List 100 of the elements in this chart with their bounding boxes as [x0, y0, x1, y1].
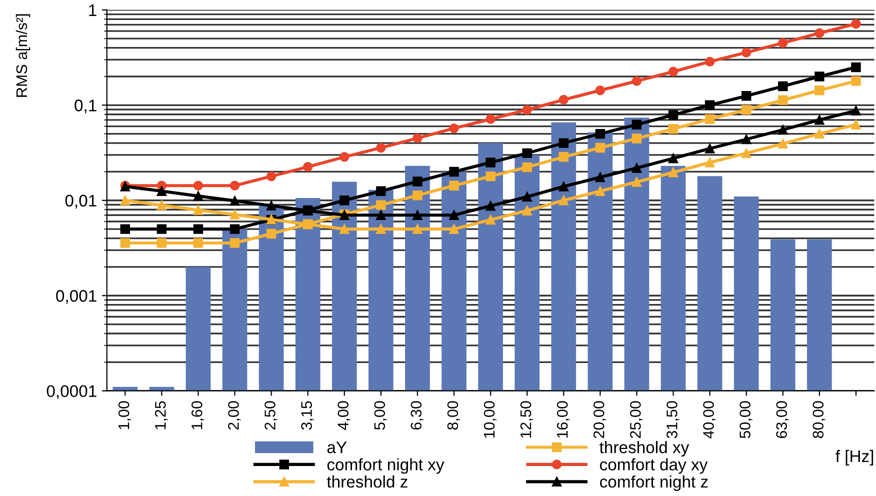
point	[595, 128, 606, 139]
point	[376, 142, 386, 153]
x-tick-label: 2,00	[228, 401, 241, 430]
point	[704, 100, 715, 110]
point	[120, 238, 130, 248]
point	[193, 191, 204, 201]
point	[778, 124, 788, 135]
point	[704, 158, 715, 168]
point	[632, 134, 642, 144]
point	[741, 134, 752, 144]
point	[376, 200, 386, 210]
point	[230, 224, 240, 234]
point	[741, 91, 752, 101]
x-tick-label: 1,25	[154, 401, 168, 430]
point	[668, 154, 678, 164]
point	[814, 28, 824, 38]
point	[193, 238, 204, 248]
point	[449, 123, 459, 134]
point	[266, 200, 276, 211]
legend-label: comfort day xy	[600, 458, 708, 474]
y-tick-label: 0,001	[56, 290, 96, 304]
point	[522, 104, 532, 115]
point	[558, 182, 569, 192]
point	[266, 228, 276, 239]
point	[449, 210, 459, 220]
x-tick-label: 1,00	[118, 401, 132, 430]
point	[741, 104, 752, 115]
point	[412, 176, 422, 186]
point	[704, 114, 715, 124]
point	[340, 152, 350, 162]
point	[632, 163, 642, 173]
point	[814, 72, 824, 82]
point	[412, 190, 422, 200]
legend-label: threshold xy	[600, 441, 690, 457]
legend-label: comfort night z	[600, 475, 708, 491]
point	[230, 180, 240, 190]
point	[340, 224, 350, 234]
point	[558, 152, 569, 162]
x-tick-label: 50,00	[740, 401, 752, 438]
point	[266, 171, 276, 182]
point	[595, 142, 606, 153]
point	[449, 166, 459, 177]
point	[851, 62, 861, 72]
point	[741, 48, 752, 58]
point	[230, 238, 240, 248]
point	[449, 180, 459, 190]
point	[778, 38, 788, 48]
point	[814, 115, 824, 125]
point	[632, 76, 642, 86]
point	[376, 186, 386, 196]
point	[668, 66, 678, 76]
x-tick-label: 12,50	[520, 401, 534, 438]
point	[486, 158, 496, 168]
point	[486, 114, 496, 124]
point	[412, 224, 422, 234]
x-tick-label: 40,00	[703, 401, 716, 438]
point	[778, 138, 788, 149]
x-axis-title: f [Hz]	[836, 450, 874, 466]
x-tick-label: 3,15	[301, 401, 314, 430]
point	[851, 76, 861, 86]
point	[632, 120, 642, 130]
point	[449, 224, 459, 234]
x-tick-label: 63,00	[776, 401, 789, 438]
point	[486, 201, 496, 211]
legend-label: threshold z	[326, 475, 408, 488]
x-tick-label: 10,00	[484, 401, 496, 438]
point	[302, 162, 313, 172]
point	[668, 110, 678, 120]
x-tick-label: 5,00	[374, 401, 387, 430]
x-tick-label: 16,00	[556, 401, 570, 438]
point	[778, 81, 788, 92]
point	[156, 186, 167, 196]
point	[486, 171, 496, 182]
point	[120, 224, 130, 234]
point	[632, 177, 642, 187]
x-tick-label: 20,00	[593, 401, 606, 438]
x-tick-label: 6,30	[410, 401, 424, 430]
point	[522, 192, 532, 202]
point	[778, 95, 788, 105]
x-tick-label: 8,00	[447, 401, 460, 430]
point	[814, 85, 824, 96]
x-tick-label: 25,00	[630, 401, 643, 438]
x-tick-label: 1,60	[192, 401, 204, 430]
point	[340, 196, 350, 206]
point	[704, 144, 715, 154]
legend-label: aY	[327, 442, 347, 454]
point	[595, 186, 606, 196]
point	[486, 214, 496, 225]
point	[558, 138, 569, 148]
point	[376, 210, 386, 220]
point	[230, 210, 240, 220]
x-tick-label: 4,00	[338, 401, 350, 430]
y-tick-label: 1	[89, 4, 96, 16]
point	[558, 94, 569, 105]
point	[412, 133, 422, 144]
point	[193, 180, 204, 190]
point	[156, 238, 167, 248]
point	[376, 224, 386, 234]
point	[851, 120, 861, 130]
y-tick-label: 0,01	[65, 194, 96, 209]
